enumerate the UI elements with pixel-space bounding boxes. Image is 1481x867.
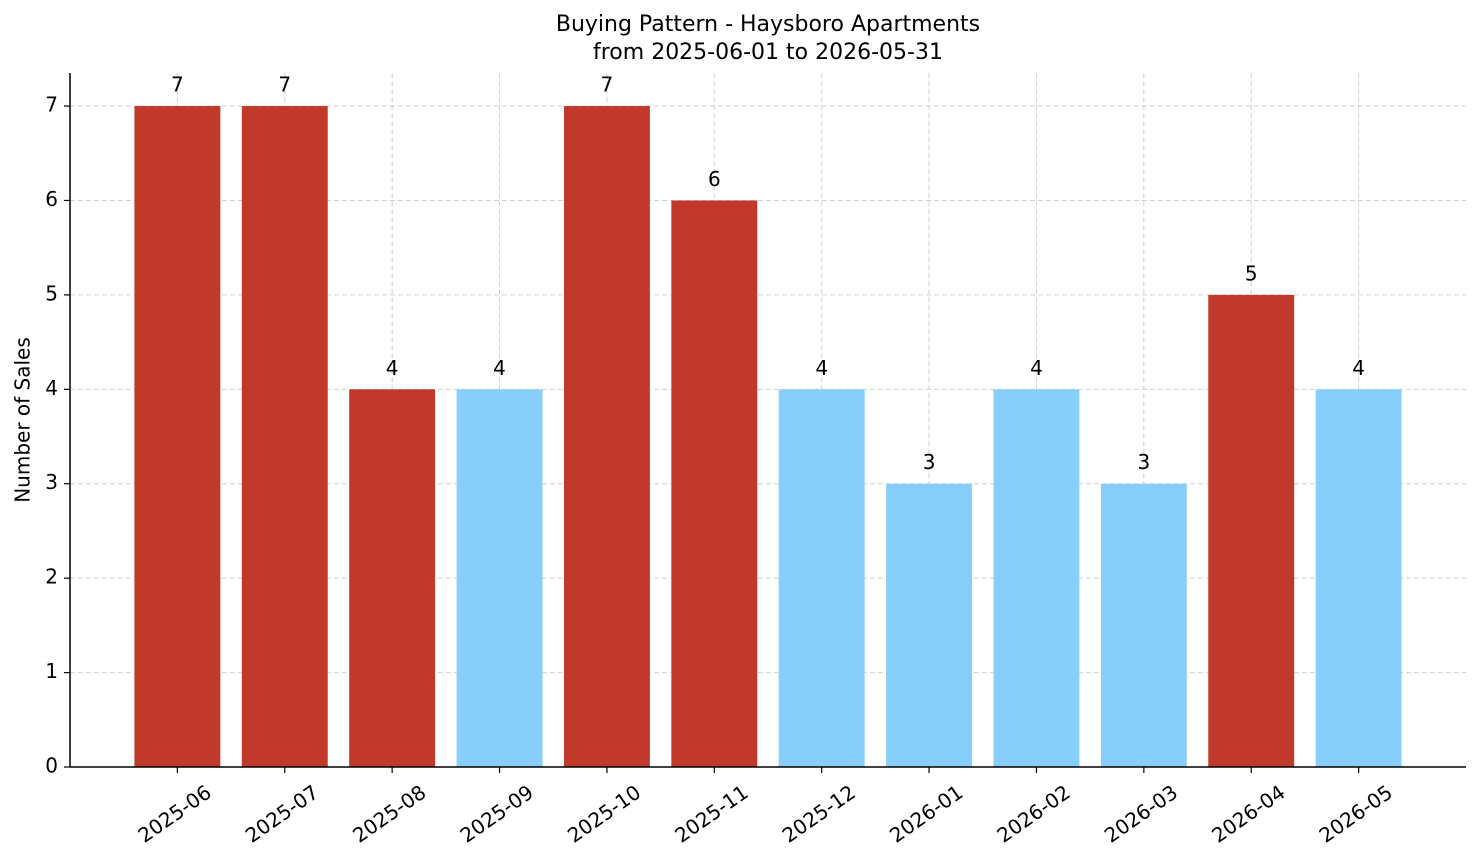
bar-group <box>134 106 1402 768</box>
bar <box>456 389 543 767</box>
data-label: 4 <box>1030 356 1043 380</box>
bar <box>671 200 758 768</box>
y-tick-label: 4 <box>45 376 58 400</box>
bar <box>778 389 865 767</box>
x-tick-label: 2026-05 <box>1315 780 1397 848</box>
x-tick-label: 2025-07 <box>241 780 323 848</box>
x-tick-label: 2025-12 <box>778 780 860 848</box>
bar <box>993 389 1080 767</box>
x-tick-label: 2026-03 <box>1100 780 1182 848</box>
chart-subtitle: from 2025-06-01 to 2026-05-31 <box>593 40 943 65</box>
data-label: 4 <box>493 356 506 380</box>
x-tick-label: 2025-06 <box>133 780 215 848</box>
bar <box>349 389 436 767</box>
x-tick-label: 2026-02 <box>992 780 1074 848</box>
chart-title: Buying Pattern - Haysboro Apartments <box>556 12 980 37</box>
y-tick-label: 5 <box>45 281 58 305</box>
x-tick-label: 2026-04 <box>1207 780 1289 848</box>
data-label: 4 <box>815 356 828 380</box>
data-label: 7 <box>171 73 184 97</box>
bar <box>886 483 973 767</box>
x-tick-label: 2025-08 <box>348 780 430 848</box>
bar <box>1100 483 1187 767</box>
y-tick-label: 7 <box>45 93 58 117</box>
y-tick-label: 6 <box>45 187 58 211</box>
y-tick-label: 1 <box>45 659 58 683</box>
bar <box>1208 294 1295 767</box>
data-label: 3 <box>923 450 936 474</box>
data-label: 7 <box>278 73 291 97</box>
bar <box>134 106 221 768</box>
data-label: 3 <box>1137 450 1150 474</box>
y-tick-label: 2 <box>45 565 58 589</box>
data-label: 5 <box>1245 261 1258 285</box>
y-tick-label: 0 <box>45 754 58 778</box>
x-tick-label: 2026-01 <box>885 780 967 848</box>
x-tick-label: 2025-09 <box>456 780 538 848</box>
data-label: 6 <box>708 167 721 191</box>
data-label: 4 <box>1352 356 1365 380</box>
data-label: 7 <box>601 73 614 97</box>
bar <box>563 106 650 768</box>
x-tick-label: 2025-11 <box>670 780 752 848</box>
y-axis-label: Number of Sales <box>11 337 35 503</box>
x-tick-label: 2025-10 <box>563 780 645 848</box>
bar <box>241 106 328 768</box>
bar <box>1315 389 1402 767</box>
data-label: 4 <box>386 356 399 380</box>
y-tick-label: 3 <box>45 470 58 494</box>
